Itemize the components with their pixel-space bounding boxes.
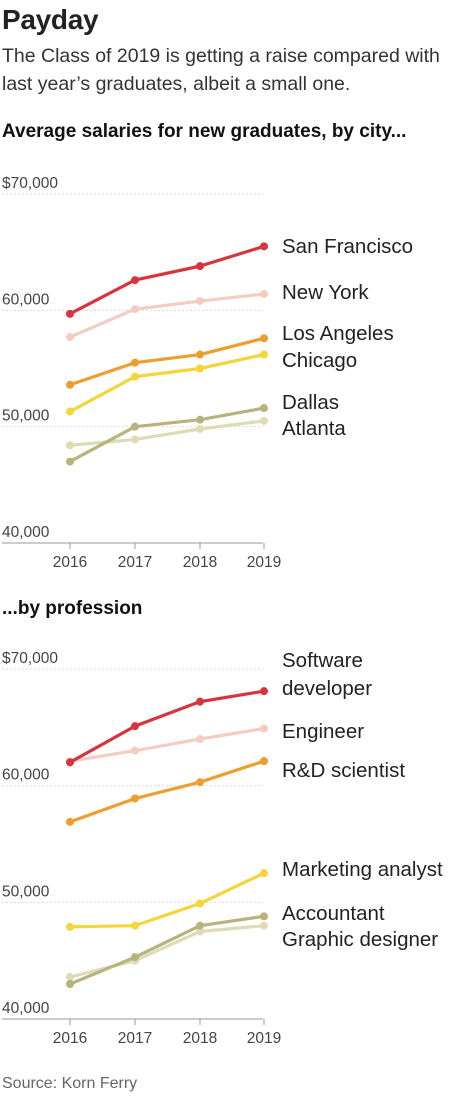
series-line [68,726,266,763]
data-point [66,922,74,931]
page-title: Payday [2,4,99,35]
data-point [260,912,268,921]
x-tick-label: 2019 [247,554,281,571]
data-point [260,687,268,696]
series-label: Atlanta [282,417,346,440]
profession-salary-chart: 40,000 50,000 60,000 $70,000 2016 2017 2018 201… [2,649,443,1047]
data-point [196,921,204,930]
data-point [260,724,268,733]
series-line [68,406,266,464]
data-point [66,333,74,342]
data-point [131,305,139,314]
series-label: New York [282,281,369,304]
y-tick-label: 50,000 [2,883,50,900]
x-tick-label: 2019 [247,1030,281,1047]
page-subtitle: The Class of 2019 is getting a raise com… [2,45,440,95]
data-point [260,921,268,930]
x-tick-label: 2016 [53,1030,87,1047]
data-point [196,899,204,908]
series-line [68,759,266,824]
data-point [66,441,74,450]
data-point [131,722,139,731]
series-label: Engineer [282,720,364,743]
y-tick-label: $70,000 [2,175,58,192]
y-tick-label: 60,000 [2,291,50,308]
series-line [68,336,266,387]
data-point [66,973,74,981]
data-point [66,980,74,988]
data-point [131,372,139,381]
data-point [131,276,139,285]
data-point [66,457,74,466]
data-point [196,735,204,743]
series-label: Accountant [282,902,385,925]
data-point [260,290,268,299]
data-point [131,953,139,962]
x-tick-label: 2017 [118,1030,152,1047]
series-line [68,352,266,414]
source-note: Source: Korn Ferry [2,1075,138,1092]
y-tick-label: 40,000 [2,524,50,541]
data-point [131,358,139,367]
x-tick-label: 2016 [53,554,87,571]
y-tick-label: 60,000 [2,767,50,784]
data-point [196,297,204,306]
data-point [131,746,139,755]
x-tick-label: 2017 [118,554,152,571]
data-point [260,242,268,251]
data-point [196,262,204,271]
x-tick-label: 2018 [183,554,217,571]
series-line [68,292,266,339]
series-line [68,924,266,979]
data-point [196,350,204,359]
data-point [196,778,204,787]
data-point [196,697,204,706]
data-point [131,794,139,803]
series-line [68,689,266,764]
data-point [131,422,139,431]
data-point [66,817,74,826]
y-tick-label: 50,000 [2,408,50,425]
series-label: R&D scientist [282,759,405,782]
data-point [196,415,204,424]
series-line [68,914,266,986]
data-point [260,350,268,359]
y-tick-label: $70,000 [2,650,58,667]
series-label: San Francisco [282,235,413,258]
city-chart-title: Average salaries for new graduates, by c… [2,121,407,142]
series-label: Dallas [282,391,339,414]
series-label: Marketing analyst [282,858,443,881]
series-line [68,244,266,316]
data-point [260,757,268,766]
data-point [260,334,268,343]
data-point [66,380,74,389]
data-point [196,364,204,373]
y-tick-label: 40,000 [2,1000,50,1017]
data-point [260,416,268,425]
city-salary-chart: 40,000 50,000 60,000 $70,000 2016 2017 2018 201… [2,175,413,571]
data-point [260,869,268,878]
data-point [131,435,139,444]
series-line [68,871,266,929]
x-tick-label: 2018 [183,1030,217,1047]
series-label: Software [282,649,363,672]
series-label: Los Angeles [282,322,394,345]
data-point [260,404,268,413]
series-label: Chicago [282,349,357,372]
data-point [196,927,204,936]
profession-chart-title: ...by profession [2,598,143,619]
data-point [196,424,204,433]
data-point [131,921,139,930]
data-point [66,309,74,318]
series-label: developer [282,677,372,700]
data-point [66,758,74,767]
series-label: Graphic designer [282,928,438,951]
data-point [66,407,74,416]
